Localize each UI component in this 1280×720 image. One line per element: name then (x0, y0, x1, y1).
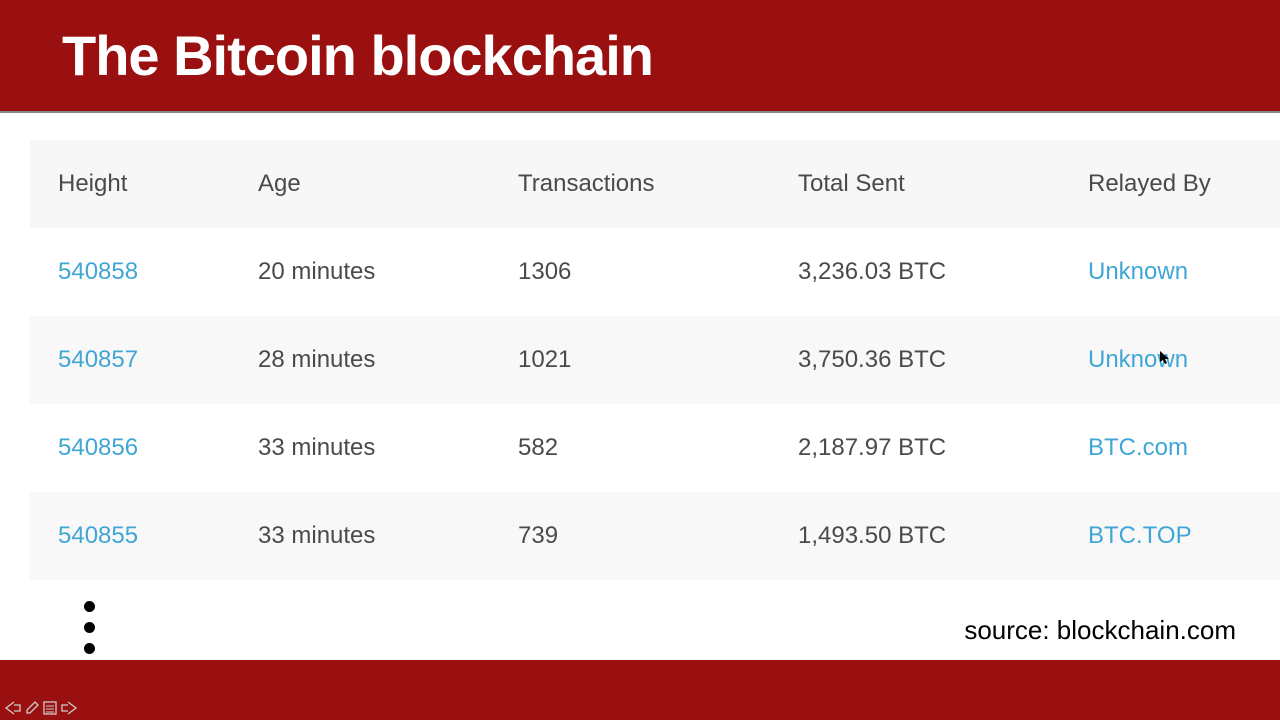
table-header-row: Height Age Transactions Total Sent Relay… (30, 140, 1280, 228)
cell-total-sent: 2,187.97 BTC (770, 404, 1060, 492)
table-row: 540857 28 minutes 1021 3,750.36 BTC Unkn… (30, 316, 1280, 404)
source-label: source: blockchain.com (964, 615, 1236, 646)
cell-age: 33 minutes (230, 404, 490, 492)
table-row: 540858 20 minutes 1306 3,236.03 BTC Unkn… (30, 228, 1280, 316)
cell-transactions: 582 (490, 404, 770, 492)
col-header-relayed-by: Relayed By (1060, 140, 1280, 228)
relayed-by-link[interactable]: Unknown (1088, 346, 1188, 373)
col-header-height: Height (30, 140, 230, 228)
col-header-total-sent: Total Sent (770, 140, 1060, 228)
content-area: Height Age Transactions Total Sent Relay… (0, 113, 1280, 660)
cell-age: 20 minutes (230, 228, 490, 316)
block-height-link[interactable]: 540856 (58, 434, 138, 461)
title-bar: The Bitcoin blockchain (0, 0, 1280, 113)
page-title: The Bitcoin blockchain (62, 23, 653, 88)
cell-transactions: 739 (490, 492, 770, 580)
relayed-by-link[interactable]: Unknown (1088, 258, 1188, 285)
cell-total-sent: 3,750.36 BTC (770, 316, 1060, 404)
cell-transactions: 1306 (490, 228, 770, 316)
outline-icon[interactable] (42, 700, 58, 716)
relayed-by-link[interactable]: BTC.com (1088, 434, 1188, 461)
footer-bar (0, 660, 1280, 720)
ellipsis-icon (84, 601, 95, 654)
cell-age: 28 minutes (230, 316, 490, 404)
col-header-transactions: Transactions (490, 140, 770, 228)
block-height-link[interactable]: 540857 (58, 346, 138, 373)
table-row: 540855 33 minutes 739 1,493.50 BTC BTC.T… (30, 492, 1280, 580)
nav-icons (4, 700, 78, 716)
cell-transactions: 1021 (490, 316, 770, 404)
cell-total-sent: 1,493.50 BTC (770, 492, 1060, 580)
cell-age: 33 minutes (230, 492, 490, 580)
relayed-by-link[interactable]: BTC.TOP (1088, 522, 1192, 549)
block-height-link[interactable]: 540858 (58, 258, 138, 285)
blocks-table: Height Age Transactions Total Sent Relay… (30, 140, 1280, 580)
prev-slide-icon[interactable] (4, 700, 22, 716)
block-height-link[interactable]: 540855 (58, 522, 138, 549)
next-slide-icon[interactable] (60, 700, 78, 716)
cell-total-sent: 3,236.03 BTC (770, 228, 1060, 316)
col-header-age: Age (230, 140, 490, 228)
table-row: 540856 33 minutes 582 2,187.97 BTC BTC.c… (30, 404, 1280, 492)
edit-icon[interactable] (24, 700, 40, 716)
